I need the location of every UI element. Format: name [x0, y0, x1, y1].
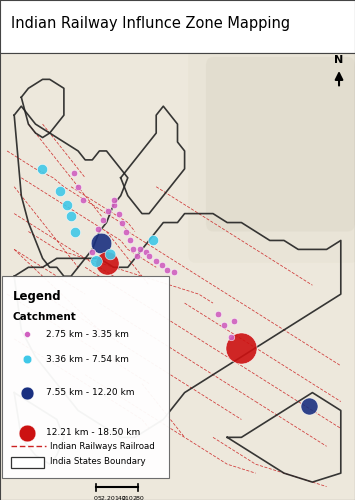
FancyBboxPatch shape [206, 57, 355, 232]
Point [72, 228, 77, 235]
Point [123, 228, 129, 235]
Point [39, 165, 45, 173]
Point [221, 322, 226, 330]
Point [65, 200, 70, 208]
Point [137, 246, 143, 254]
Text: 52.20: 52.20 [98, 496, 115, 500]
Point [89, 248, 95, 256]
Point [81, 196, 86, 204]
Point [95, 226, 100, 234]
Point [111, 196, 116, 204]
Point [105, 208, 111, 216]
Point [75, 182, 81, 190]
Point [111, 200, 116, 208]
Point [71, 170, 77, 177]
Text: N: N [334, 55, 344, 65]
Point [98, 238, 104, 246]
Point [143, 248, 148, 256]
Point [130, 246, 136, 254]
Point [146, 252, 152, 260]
Text: 3.36 km - 7.54 km: 3.36 km - 7.54 km [46, 354, 129, 364]
FancyBboxPatch shape [2, 276, 169, 477]
Text: 7.55 km - 12.20 km: 7.55 km - 12.20 km [46, 388, 135, 397]
Point [164, 266, 170, 274]
Point [150, 236, 155, 244]
Point [24, 330, 29, 338]
Point [116, 210, 122, 218]
Point [120, 218, 125, 226]
Point [107, 250, 113, 258]
Text: Indian Railways Railroad: Indian Railways Railroad [50, 442, 154, 451]
Point [68, 212, 74, 220]
Point [153, 256, 159, 264]
Point [24, 388, 29, 396]
Text: Catchment: Catchment [12, 312, 76, 322]
Text: 280: 280 [132, 496, 144, 500]
Point [134, 252, 140, 260]
Text: 140: 140 [115, 496, 127, 500]
Point [127, 236, 132, 244]
Text: Legend: Legend [12, 290, 61, 302]
Point [228, 332, 234, 340]
Point [215, 310, 221, 318]
Point [171, 268, 177, 276]
Point [24, 429, 29, 437]
Point [239, 344, 244, 352]
Text: Indian Railway Influnce Zone Mapping: Indian Railway Influnce Zone Mapping [11, 16, 290, 31]
Text: 210: 210 [122, 496, 134, 500]
Point [58, 187, 63, 195]
Text: India States Boundary: India States Boundary [50, 458, 145, 466]
Point [100, 216, 106, 224]
Point [93, 256, 99, 264]
Text: 12.21 km - 18.50 km: 12.21 km - 18.50 km [46, 428, 140, 438]
Point [104, 259, 109, 267]
Point [231, 317, 237, 325]
Bar [11, 456, 44, 468]
Text: 2.75 km - 3.35 km: 2.75 km - 3.35 km [46, 330, 129, 339]
Text: 0: 0 [94, 496, 98, 500]
FancyBboxPatch shape [188, 48, 355, 263]
Point [306, 402, 312, 410]
Point [159, 261, 164, 269]
Point [24, 355, 29, 363]
